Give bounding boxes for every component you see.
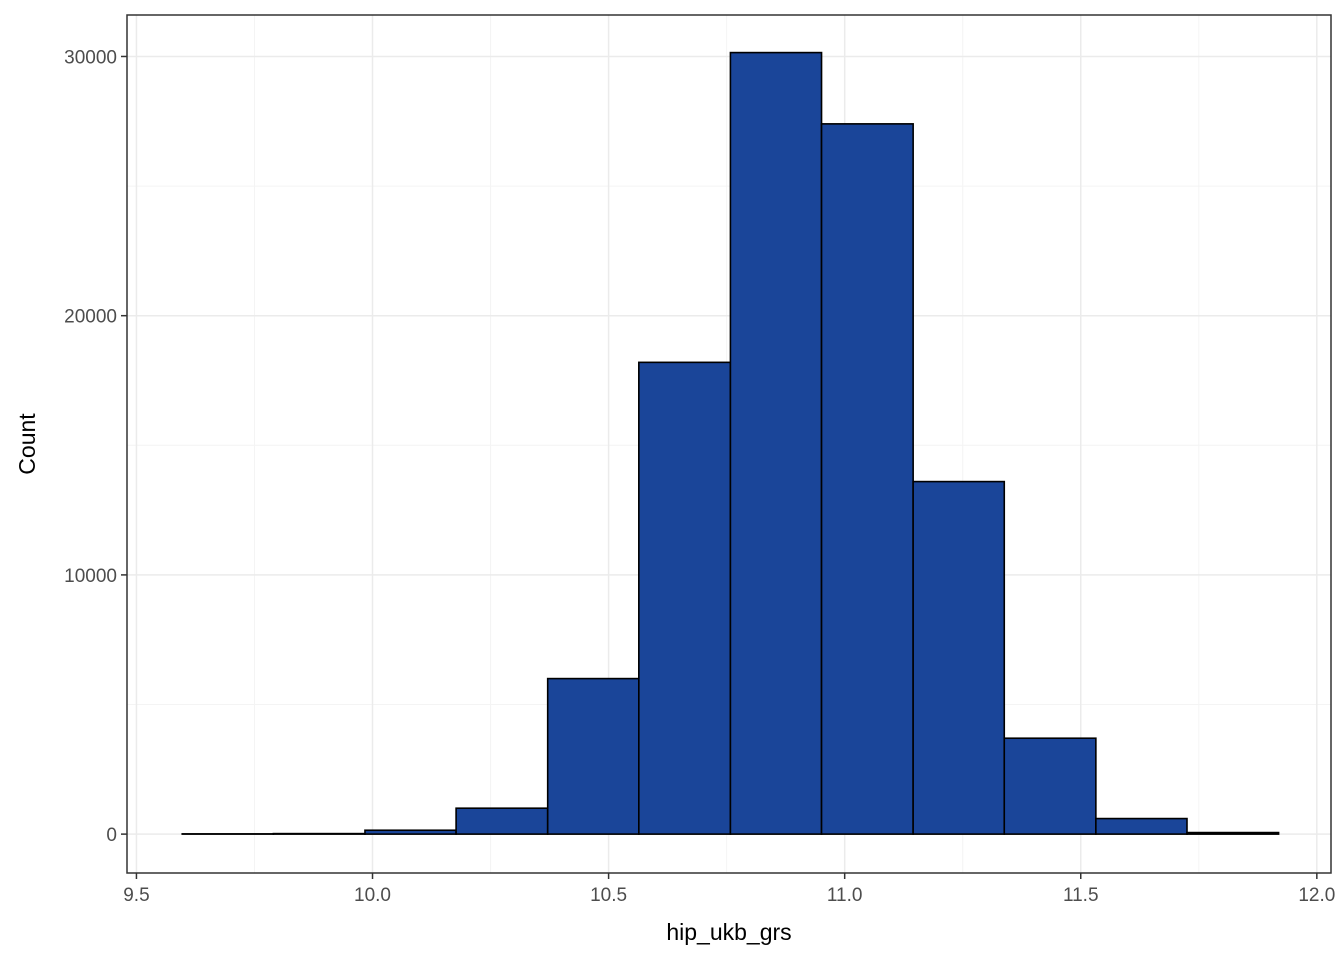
- histogram-bar: [1003, 737, 1097, 835]
- x-tick-label: 12.0: [1298, 885, 1335, 906]
- histogram-bar: [1186, 831, 1280, 835]
- x-tick-label: 11.5: [1063, 885, 1099, 906]
- histogram-bar: [455, 807, 549, 835]
- y-tick-label: 30000: [64, 47, 117, 68]
- y-axis: 0 10000 20000 30000: [64, 47, 127, 846]
- x-tick-label: 11.0: [827, 885, 863, 906]
- x-tick-label: 10.0: [354, 885, 391, 906]
- x-tick-label: 9.5: [123, 885, 149, 906]
- histogram-bar: [638, 361, 732, 835]
- histogram-bar: [820, 123, 914, 835]
- panel-border: [126, 14, 1332, 874]
- histogram-bar: [546, 677, 640, 835]
- histogram-bar: [729, 51, 823, 835]
- x-axis-title: hip_ukb_grs: [666, 919, 791, 945]
- histogram-bar: [272, 832, 366, 835]
- y-tick-label: 0: [106, 825, 117, 846]
- histogram-bar: [912, 480, 1006, 835]
- y-tick-label: 20000: [64, 307, 117, 328]
- x-axis: 9.5 10.0 10.5 11.0 11.5 12.0: [123, 873, 1335, 906]
- x-tick-label: 10.5: [590, 885, 627, 906]
- histogram-bars: [181, 51, 1280, 835]
- histogram-bar: [364, 829, 457, 835]
- y-axis-title: Count: [14, 413, 40, 475]
- histogram-bar: [1095, 817, 1188, 835]
- y-tick-label: 10000: [64, 566, 117, 587]
